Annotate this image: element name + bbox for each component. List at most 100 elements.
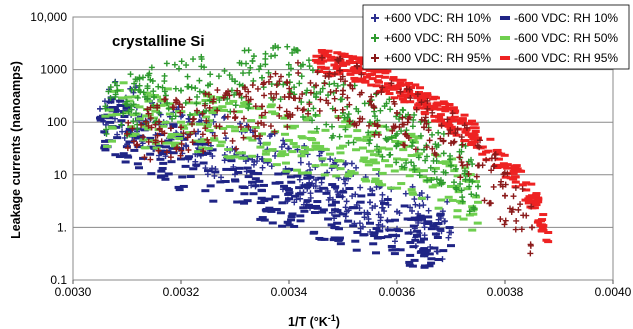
scatter-mark [434,206,443,210]
scatter-mark [221,114,228,121]
data-point [259,103,265,110]
scatter-mark [256,66,263,73]
scatter-mark [214,107,221,114]
data-point [285,197,293,201]
scatter-mark [251,177,260,181]
y-tick-label: 100 [47,115,67,129]
scatter-mark [417,196,426,200]
scatter-mark [424,221,433,225]
scatter-mark [283,220,292,224]
scatter-mark [372,251,381,255]
scatter-mark [448,198,457,202]
scatter-mark [437,161,446,165]
scatter-mark [255,107,264,111]
scatter-mark [226,72,233,79]
scatter-mark [388,248,397,252]
scatter-mark [348,160,355,167]
scatter-mark [444,195,453,199]
scatter-mark [440,102,449,106]
scatter-mark [327,88,334,95]
scatter-mark [317,176,326,180]
scatter-mark [331,200,340,204]
scatter-mark [435,216,442,223]
scatter-mark [412,201,419,208]
legend-marker [371,54,379,62]
scatter-mark [333,87,340,94]
data-point [155,144,164,148]
scatter-mark [396,116,403,123]
scatter-mark [296,214,305,218]
scatter-mark [336,167,345,171]
scatter-mark [509,171,518,175]
scatter-mark [278,150,287,154]
scatter-mark [225,101,234,105]
scatter-mark [330,236,339,240]
scatter-mark [224,113,231,120]
scatter-mark [199,131,206,138]
scatter-mark [146,70,153,77]
scatter-mark [251,126,260,130]
scatter-mark [247,64,254,71]
scatter-mark [141,114,150,118]
scatter-mark [161,145,170,149]
scatter-mark [248,154,257,158]
scatter-mark [134,145,143,149]
scatter-mark [200,148,207,155]
scatter-mark [172,113,179,120]
scatter-mark [440,137,447,144]
scatter-mark [286,85,293,92]
scatter-mark [257,188,266,192]
scatter-mark [148,64,155,71]
scatter-mark [513,217,520,224]
scatter-mark [365,211,372,218]
data-marks [96,43,553,269]
scatter-mark [221,130,228,137]
scatter-mark [322,191,331,195]
scatter-mark [276,104,283,111]
scatter-mark [519,185,526,192]
scatter-mark [296,80,303,87]
scatter-mark [207,81,214,88]
scatter-mark [379,153,386,160]
scatter-mark [202,115,211,119]
scatter-mark [539,213,548,217]
data-point [177,157,185,161]
scatter-mark [101,148,110,152]
scatter-mark [334,56,341,63]
scatter-mark [231,155,240,159]
scatter-mark [468,191,475,198]
scatter-mark [326,81,333,88]
scatter-mark [365,68,374,72]
scatter-mark [159,84,166,91]
scatter-mark [282,169,291,173]
scatter-mark [293,168,302,172]
scatter-mark [181,164,190,168]
scatter-mark [267,209,276,213]
scatter-mark [276,211,285,215]
scatter-mark [245,105,252,112]
scatter-mark [276,78,283,85]
scatter-mark [184,156,193,160]
scatter-mark [357,194,366,198]
scatter-mark [207,95,216,99]
scatter-mark [335,57,342,64]
scatter-mark [442,169,449,176]
scatter-mark [225,88,232,95]
scatter-mark [118,96,127,100]
scatter-mark [216,180,225,184]
scatter-mark [425,264,434,268]
data-point [286,71,292,78]
scatter-mark [370,69,379,73]
scatter-mark [409,139,418,143]
scatter-mark [461,139,470,143]
scatter-mark [272,207,281,211]
scatter-mark [433,154,442,158]
scatter-mark [414,136,423,140]
scatter-mark [411,238,420,242]
legend-marker [371,14,379,22]
scatter-mark [260,121,267,128]
x-axis-title: 1/T (°K-1) [288,313,340,329]
scatter-mark [510,167,519,171]
scatter-mark [141,124,150,128]
scatter-mark [120,115,129,119]
